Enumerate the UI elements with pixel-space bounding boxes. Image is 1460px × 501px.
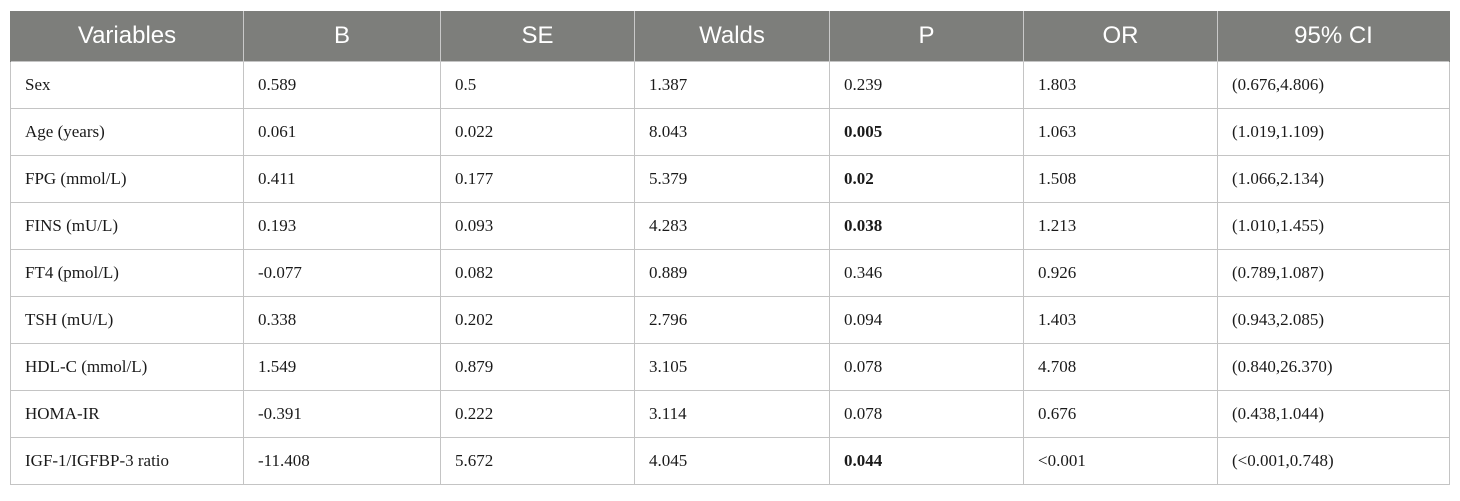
- cell-b: 0.061: [243, 108, 441, 156]
- cell-ci: (0.438,1.044): [1217, 390, 1450, 438]
- cell-or: 4.708: [1023, 343, 1218, 391]
- cell-or: 0.926: [1023, 249, 1218, 297]
- cell-ci: (0.676,4.806): [1217, 61, 1450, 109]
- table-header: Variables B SE Walds P OR 95% CI: [10, 11, 1450, 62]
- cell-ci: (0.789,1.087): [1217, 249, 1450, 297]
- cell-variable: FPG (mmol/L): [10, 155, 244, 203]
- cell-ci: (0.943,2.085): [1217, 296, 1450, 344]
- cell-walds: 5.379: [634, 155, 830, 203]
- cell-ci: (1.019,1.109): [1217, 108, 1450, 156]
- cell-walds: 8.043: [634, 108, 830, 156]
- header-se: SE: [440, 11, 635, 62]
- cell-se: 0.202: [440, 296, 635, 344]
- header-walds: Walds: [634, 11, 830, 62]
- cell-b: 0.589: [243, 61, 441, 109]
- cell-b: 0.338: [243, 296, 441, 344]
- cell-variable: Age (years): [10, 108, 244, 156]
- cell-walds: 1.387: [634, 61, 830, 109]
- cell-walds: 4.045: [634, 437, 830, 485]
- cell-se: 0.093: [440, 202, 635, 250]
- cell-or: <0.001: [1023, 437, 1218, 485]
- cell-or: 1.063: [1023, 108, 1218, 156]
- cell-b: 1.549: [243, 343, 441, 391]
- cell-p: 0.094: [829, 296, 1024, 344]
- header-ci: 95% CI: [1217, 11, 1450, 62]
- table-row: Sex 0.589 0.5 1.387 0.239 1.803 (0.676,4.806): [10, 61, 1450, 109]
- cell-or: 1.803: [1023, 61, 1218, 109]
- regression-table: Variables B SE Walds P OR 95% CI Sex 0.58…: [10, 11, 1450, 485]
- header-row: Variables B SE Walds P OR 95% CI: [10, 11, 1450, 62]
- cell-variable: FT4 (pmol/L): [10, 249, 244, 297]
- cell-or: 1.213: [1023, 202, 1218, 250]
- cell-p: 0.044: [829, 437, 1024, 485]
- cell-walds: 2.796: [634, 296, 830, 344]
- cell-ci: (0.840,26.370): [1217, 343, 1450, 391]
- cell-walds: 4.283: [634, 202, 830, 250]
- cell-walds: 0.889: [634, 249, 830, 297]
- table-row: IGF-1/IGFBP-3 ratio -11.408 5.672 4.045 0.04…: [10, 437, 1450, 485]
- cell-variable: HOMA-IR: [10, 390, 244, 438]
- cell-se: 0.022: [440, 108, 635, 156]
- cell-b: -11.408: [243, 437, 441, 485]
- header-p: P: [829, 11, 1024, 62]
- cell-variable: IGF-1/IGFBP-3 ratio: [10, 437, 244, 485]
- cell-walds: 3.105: [634, 343, 830, 391]
- table-row: Age (years) 0.061 0.022 8.043 0.005 1.063 (1.0…: [10, 108, 1450, 156]
- table-body: Sex 0.589 0.5 1.387 0.239 1.803 (0.676,4.806) A…: [10, 61, 1450, 485]
- cell-p: 0.005: [829, 108, 1024, 156]
- cell-se: 0.222: [440, 390, 635, 438]
- table-row: FPG (mmol/L) 0.411 0.177 5.379 0.02 1.508 (1.0…: [10, 155, 1450, 203]
- cell-ci: (<0.001,0.748): [1217, 437, 1450, 485]
- cell-variable: FINS (mU/L): [10, 202, 244, 250]
- table-row: HOMA-IR -0.391 0.222 3.114 0.078 0.676 (0.438,…: [10, 390, 1450, 438]
- cell-ci: (1.066,2.134): [1217, 155, 1450, 203]
- table-row: FINS (mU/L) 0.193 0.093 4.283 0.038 1.213 (1.0…: [10, 202, 1450, 250]
- cell-p: 0.078: [829, 343, 1024, 391]
- cell-or: 1.508: [1023, 155, 1218, 203]
- cell-se: 0.879: [440, 343, 635, 391]
- header-b: B: [243, 11, 441, 62]
- header-or: OR: [1023, 11, 1218, 62]
- cell-se: 0.5: [440, 61, 635, 109]
- cell-p: 0.038: [829, 202, 1024, 250]
- cell-b: -0.391: [243, 390, 441, 438]
- cell-se: 5.672: [440, 437, 635, 485]
- table-row: TSH (mU/L) 0.338 0.202 2.796 0.094 1.403 (0.94…: [10, 296, 1450, 344]
- cell-p: 0.239: [829, 61, 1024, 109]
- cell-or: 0.676: [1023, 390, 1218, 438]
- cell-walds: 3.114: [634, 390, 830, 438]
- cell-or: 1.403: [1023, 296, 1218, 344]
- cell-se: 0.082: [440, 249, 635, 297]
- cell-p: 0.078: [829, 390, 1024, 438]
- cell-p: 0.346: [829, 249, 1024, 297]
- cell-ci: (1.010,1.455): [1217, 202, 1450, 250]
- cell-variable: Sex: [10, 61, 244, 109]
- cell-se: 0.177: [440, 155, 635, 203]
- header-variables: Variables: [10, 11, 244, 62]
- cell-p: 0.02: [829, 155, 1024, 203]
- cell-b: -0.077: [243, 249, 441, 297]
- cell-b: 0.193: [243, 202, 441, 250]
- cell-variable: TSH (mU/L): [10, 296, 244, 344]
- regression-table-container: Variables B SE Walds P OR 95% CI Sex 0.58…: [10, 11, 1450, 485]
- table-row: FT4 (pmol/L) -0.077 0.082 0.889 0.346 0.926 (0…: [10, 249, 1450, 297]
- table-row: HDL-C (mmol/L) 1.549 0.879 3.105 0.078 4.708(…: [10, 343, 1450, 391]
- cell-b: 0.411: [243, 155, 441, 203]
- cell-variable: HDL-C (mmol/L): [10, 343, 244, 391]
